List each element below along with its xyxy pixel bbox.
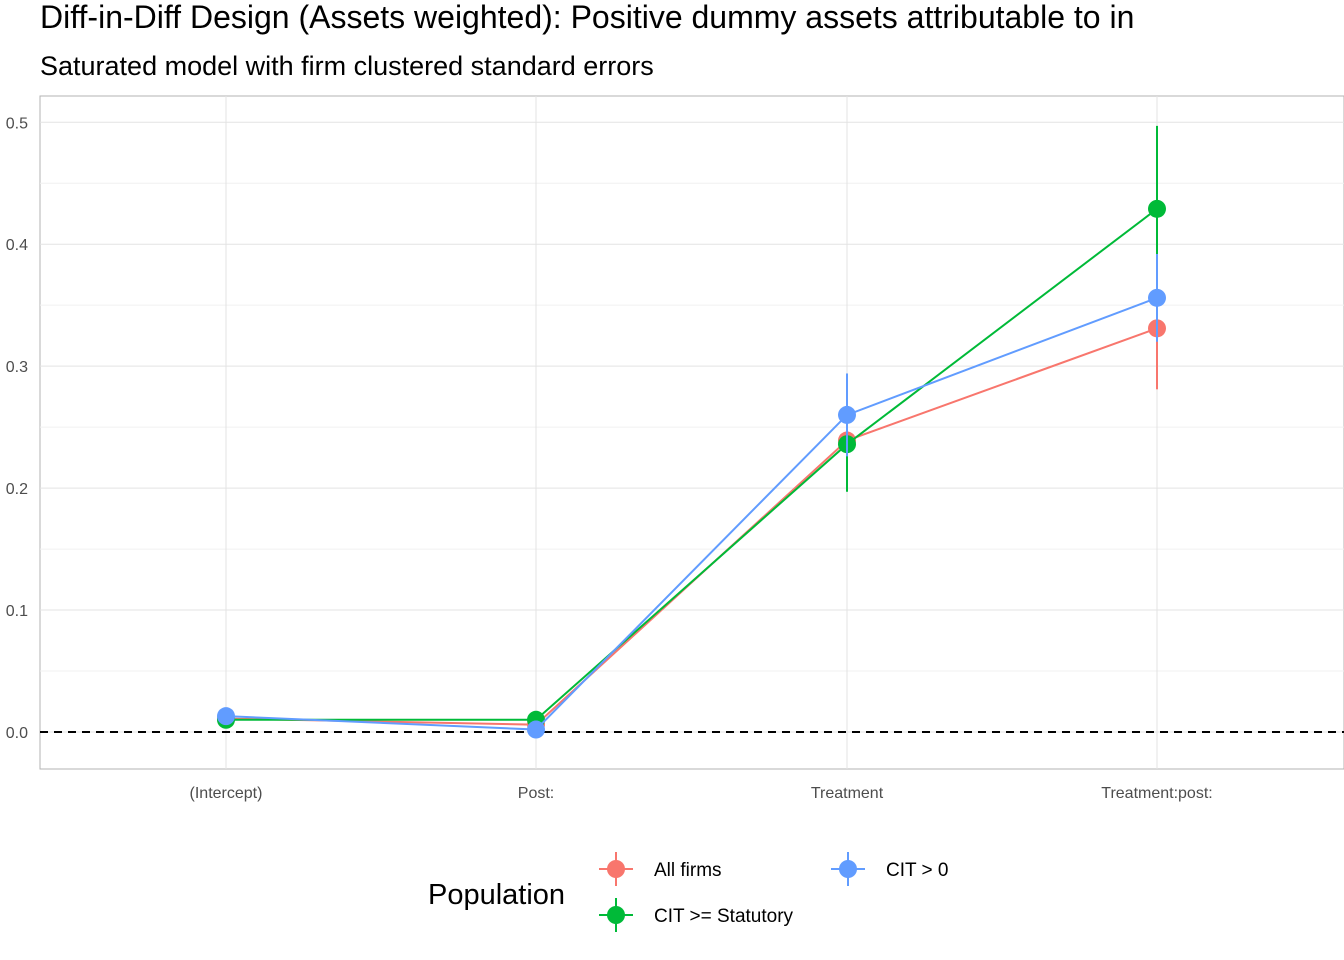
x-tick-label: Treatment:post:	[1101, 785, 1212, 802]
y-tick-label: 0.3	[6, 359, 28, 376]
series-line	[226, 208, 1158, 721]
x-tick-label: Post:	[518, 785, 554, 802]
data-point	[1148, 199, 1166, 218]
data-point	[217, 707, 235, 726]
y-tick-label: 0.5	[6, 115, 28, 132]
data-point	[1148, 288, 1166, 307]
legend-key-point	[607, 860, 625, 878]
series-cit-0	[217, 253, 1166, 739]
y-tick-label: 0.2	[6, 481, 28, 498]
legend-key-point	[839, 860, 857, 878]
legend-item: CIT >= Statutory	[599, 898, 794, 932]
y-tick-label: 0.4	[6, 237, 28, 254]
legend-label: All firms	[654, 860, 722, 881]
y-tick-label: 0.1	[6, 603, 28, 620]
chart-subtitle: Saturated model with firm clustered stan…	[40, 51, 654, 81]
y-tick-label: 0.0	[6, 725, 28, 742]
data-point	[527, 720, 545, 739]
plot-panel	[39, 95, 1344, 770]
legend: Population All firms CIT >= Statutory CIT …	[428, 852, 948, 932]
y-axis: 0.0 0.1 0.2 0.3 0.4 0.5	[6, 115, 28, 742]
x-axis: (Intercept) Post: Treatment Treatment:post:	[190, 785, 1213, 802]
series-cit-statutory	[217, 125, 1166, 729]
legend-label: CIT >= Statutory	[654, 906, 794, 927]
chart-title: Diff-in-Diff Design (Assets weighted): P…	[40, 0, 1134, 35]
legend-item: All firms	[599, 852, 722, 886]
x-tick-label: Treatment	[811, 785, 884, 802]
legend-item: CIT > 0	[831, 852, 948, 886]
x-tick-label: (Intercept)	[190, 785, 263, 802]
series-line	[225, 296, 1158, 731]
legend-key-point	[607, 906, 625, 924]
legend-label: CIT > 0	[886, 860, 948, 881]
series-group	[217, 125, 1166, 739]
legend-title: Population	[428, 879, 565, 911]
data-point	[838, 405, 856, 424]
